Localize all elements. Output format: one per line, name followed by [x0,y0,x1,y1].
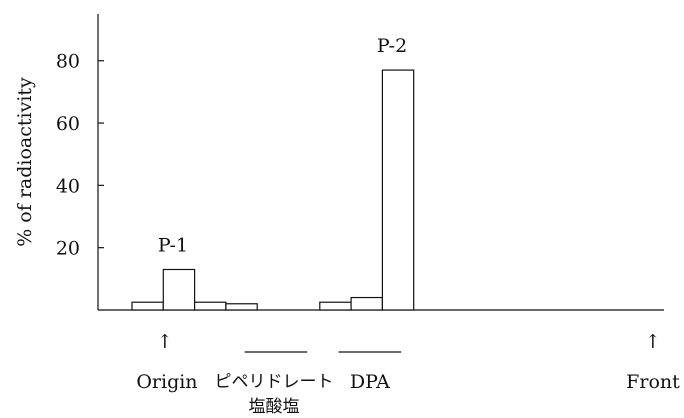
bar [381,69,415,311]
bar [319,301,352,311]
y-tick-label: 20 [56,238,80,260]
y-tick-label: 60 [56,113,80,135]
origin-arrow-icon: ↑ [157,331,173,353]
dpa-label: DPA [350,371,390,393]
front-label: Front [626,371,680,393]
y-tick-label: 80 [56,51,80,73]
peak-label: P-2 [377,35,407,57]
origin-label: Origin [136,371,197,393]
peak-labels: P-1 P-2 [158,35,407,256]
bar [225,303,258,311]
bar [131,301,164,311]
front-arrow-icon: ↑ [645,331,661,353]
piperidolate-label: ピペリドレート [214,372,333,392]
bar [162,268,196,311]
y-tick-label: 40 [56,175,80,197]
axes [97,14,664,311]
bars [131,69,415,311]
peak-label: P-1 [158,234,188,256]
y-axis-label: % of radioactivity [14,77,36,247]
bar [350,296,384,311]
y-ticks: 20 40 60 80 [56,51,104,260]
piperidolate-salt-label: 塩酸塩 [248,397,299,417]
bar [194,301,227,311]
